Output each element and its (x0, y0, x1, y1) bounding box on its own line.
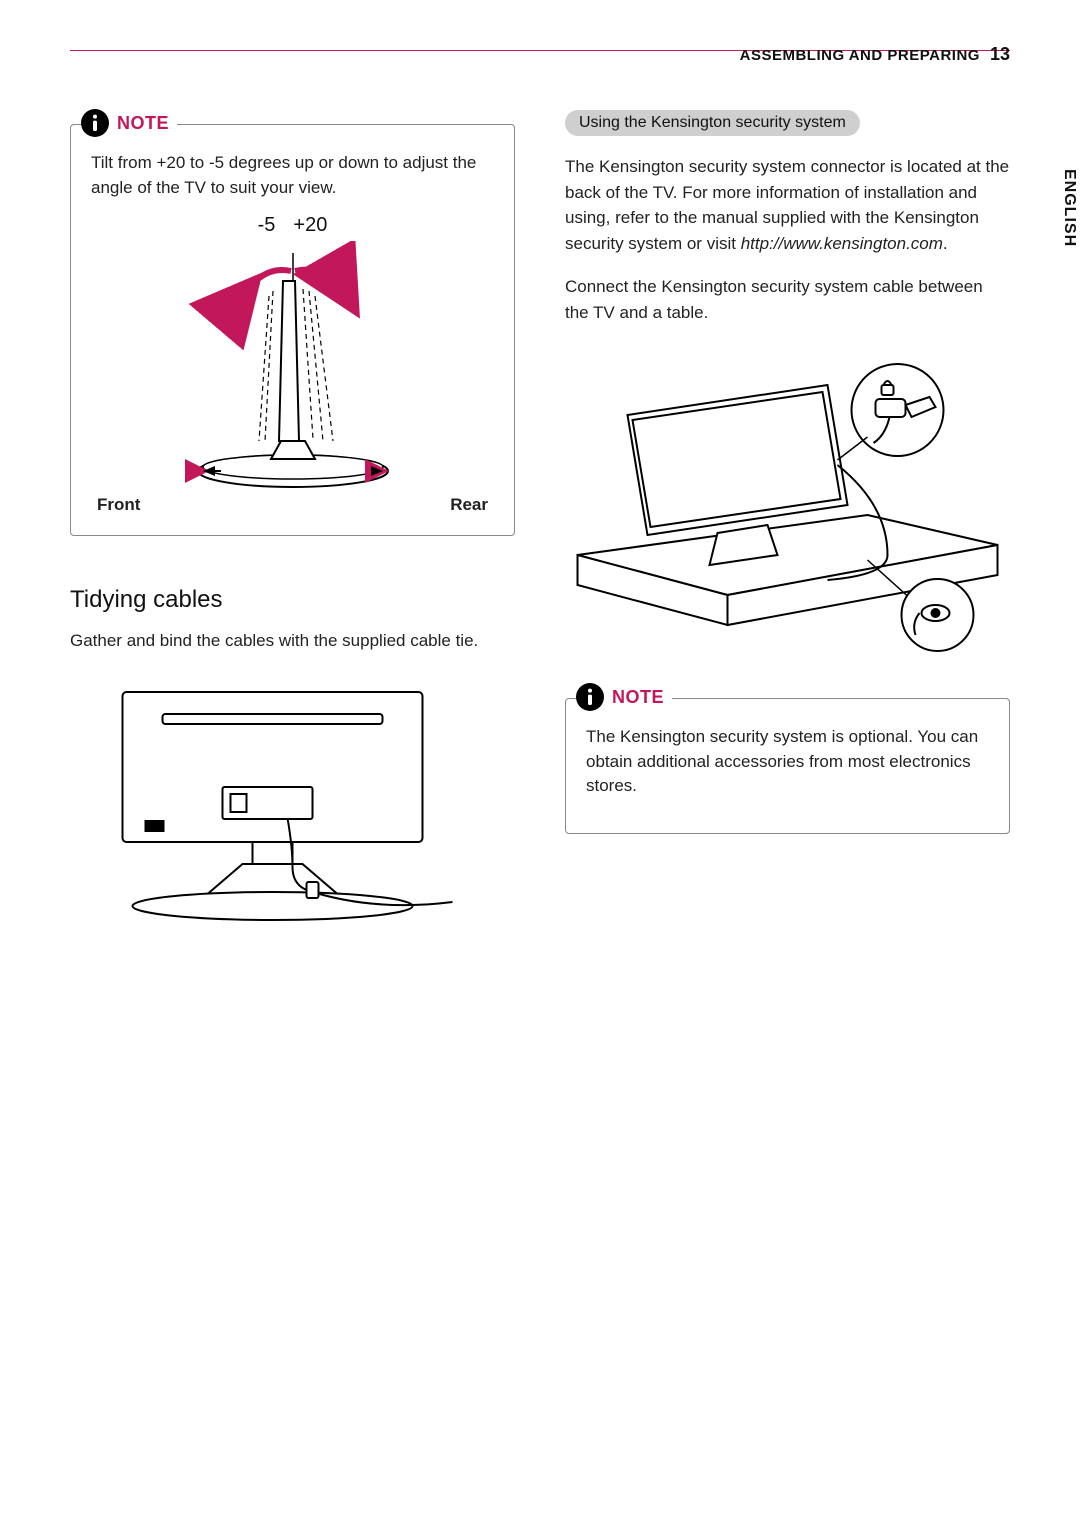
kensington-para1-b: . (943, 234, 948, 253)
tilt-figure: -5 +20 (91, 214, 494, 515)
note-kensington-text: The Kensington security system is option… (586, 725, 989, 799)
kensington-url: http://www.kensington.com (741, 234, 943, 253)
right-column: Using the Kensington security system The… (565, 110, 1010, 927)
tidying-text: Gather and bind the cables with the supp… (70, 628, 515, 654)
note-legend: NOTE (81, 109, 177, 137)
note-legend-2: NOTE (576, 683, 672, 711)
tilt-neg-label: -5 (258, 214, 276, 237)
note-tilt-text: Tilt from +20 to -5 degrees up or down t… (91, 151, 494, 200)
kensington-para1: The Kensington security system connector… (565, 154, 1010, 256)
content-columns: NOTE Tilt from +20 to -5 degrees up or d… (70, 110, 1010, 927)
language-tab: ENGLISH (1058, 165, 1080, 251)
rear-label: Rear (450, 495, 488, 515)
kensington-diagram (565, 355, 1010, 655)
tilt-diagram (173, 241, 413, 501)
note-box-kensington: NOTE The Kensington security system is o… (565, 698, 1010, 834)
note-label-2: NOTE (612, 687, 664, 708)
note-label: NOTE (117, 113, 169, 134)
kensington-para2: Connect the Kensington security system c… (565, 274, 1010, 325)
page-number: 13 (990, 44, 1010, 65)
page-header: ASSEMBLING AND PREPARING 13 (740, 44, 1010, 65)
tilt-pos-label: +20 (293, 214, 327, 237)
note-box-tilt: NOTE Tilt from +20 to -5 degrees up or d… (70, 124, 515, 536)
tidying-heading: Tidying cables (70, 586, 515, 614)
kensington-pill: Using the Kensington security system (565, 110, 860, 136)
tidying-diagram (70, 672, 515, 922)
front-label: Front (97, 495, 140, 515)
info-icon (576, 683, 604, 711)
section-title: ASSEMBLING AND PREPARING (740, 47, 980, 64)
front-rear-labels: Front Rear (91, 495, 494, 515)
tilt-angle-labels: -5 +20 (258, 214, 328, 237)
left-column: NOTE Tilt from +20 to -5 degrees up or d… (70, 110, 515, 927)
info-icon (81, 109, 109, 137)
